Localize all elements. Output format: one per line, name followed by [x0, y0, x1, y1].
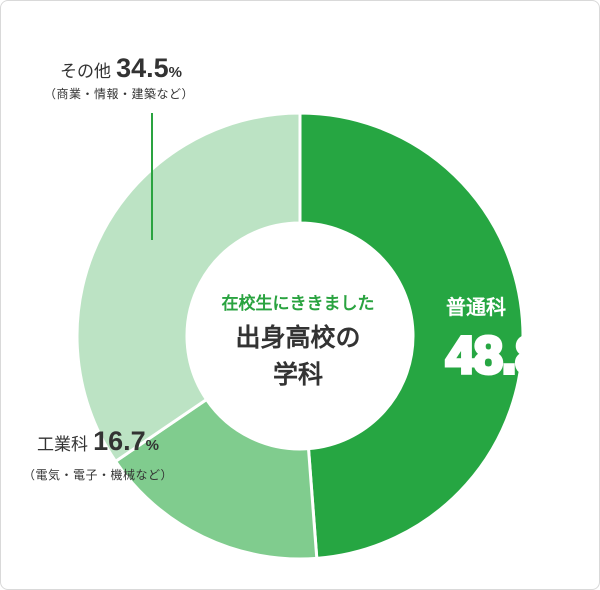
- general-value: 48.8: [444, 327, 546, 385]
- other-label: その他 34.5%: [60, 55, 182, 82]
- general-unit: %: [541, 353, 564, 379]
- slice-general: [298, 111, 525, 560]
- slice-other: [75, 111, 302, 464]
- industrial-note: （電気・電子・機械など）: [23, 468, 174, 482]
- center-title: 在校生にききました 出身高校の 学科: [193, 296, 403, 393]
- center-heading: 出身高校の 学科: [193, 319, 403, 393]
- other-name: その他: [60, 62, 111, 82]
- slice-industrial: [113, 397, 319, 561]
- other-value: 34.5: [116, 53, 169, 83]
- center-subtitle: 在校生にききました: [221, 294, 375, 314]
- other-note: （商業・情報・建築など）: [44, 87, 195, 101]
- general-name: 普通科: [446, 295, 506, 319]
- industrial-label: 工業科 16.7%: [37, 428, 159, 455]
- center-heading-line2: 学科: [272, 360, 323, 389]
- industrial-name: 工業科: [37, 435, 88, 455]
- general-value-group: 48.8%: [444, 327, 565, 385]
- general-label: 普通科: [446, 297, 506, 317]
- other-unit: %: [168, 64, 182, 81]
- center-heading-line1: 出身高校の: [235, 323, 361, 352]
- industrial-unit: %: [145, 437, 159, 454]
- donut-slices: [75, 111, 525, 561]
- industrial-value: 16.7: [93, 426, 146, 456]
